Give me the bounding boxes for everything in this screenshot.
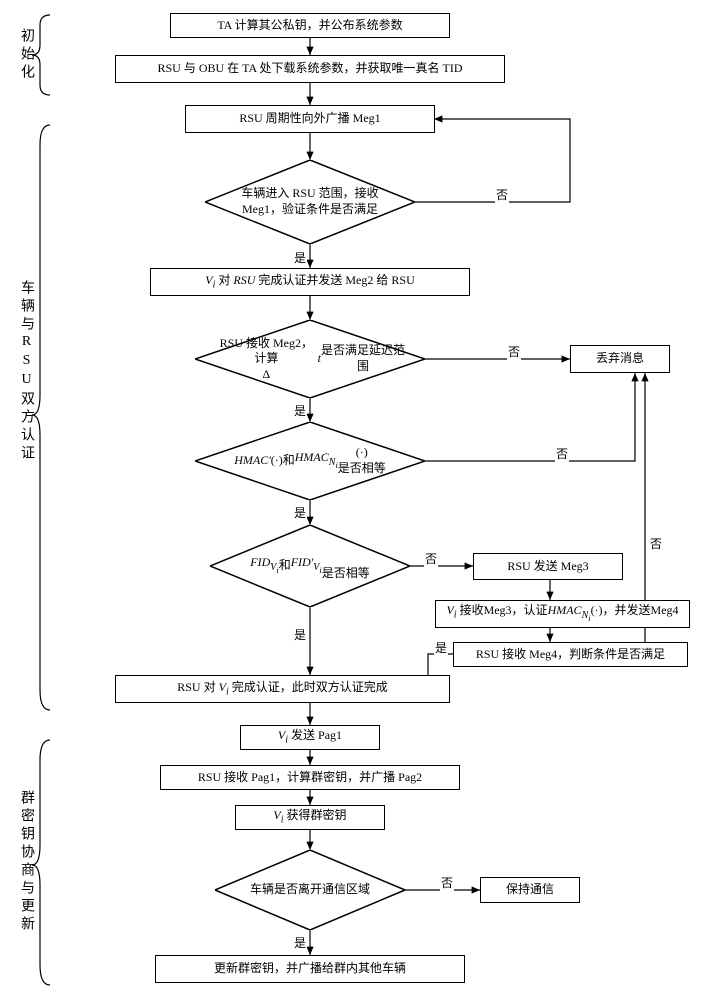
label-no-d3: 否 (555, 445, 569, 462)
box-rsu-meg4: RSU 接收 Meg4，判断条件是否满足 (453, 642, 688, 667)
label-no-d2: 否 (507, 343, 521, 360)
label-no-d1: 否 (495, 186, 509, 203)
box-pag2: RSU 接收 Pag1，计算群密钥，并广播 Pag2 (160, 765, 460, 790)
diamond-hmac-label: HMAC'(·)和HMACNi(·)是否相等 (195, 422, 425, 500)
box-vi-meg3: Vi 接收Meg3，认证HMACNi(·)，并发送Meg4 (435, 600, 690, 628)
label-no-d5: 否 (440, 874, 454, 891)
box-update-key: 更新群密钥，并广播给群内其他车辆 (155, 955, 465, 983)
box-ta-keys: TA 计算其公私钥，并公布系统参数 (170, 13, 450, 38)
label-no-meg4: 否 (649, 535, 663, 552)
box-keep: 保持通信 (480, 877, 580, 903)
diamond-delta-t: RSU 接收 Meg2，计算Δt 是否满足延迟范围 (195, 320, 425, 398)
diamond-enter-rsu: 车辆进入 RSU 范围，接收 Meg1，验证条件是否满足 (205, 160, 415, 244)
label-no-d4: 否 (424, 550, 438, 567)
diamond-fid: FIDVi 和 FID'Vi是否相等 (210, 525, 410, 607)
label-yes-d5: 是 (293, 934, 307, 951)
box-rsu-meg3: RSU 发送 Meg3 (473, 553, 623, 580)
label-yes-d2: 是 (293, 402, 307, 419)
diamond-leave: 车辆是否离开通信区域 (215, 850, 405, 930)
label-yes-meg4: 是 (434, 639, 448, 656)
box-pag1: Vi 发送 Pag1 (240, 725, 380, 750)
diamond-enter-rsu-label: 车辆进入 RSU 范围，接收 Meg1，验证条件是否满足 (205, 160, 415, 244)
box-discard: 丢弃消息 (570, 345, 670, 373)
box-vi-auth-rsu: Vi 对 RSU 完成认证并发送 Meg2 给 RSU (150, 268, 470, 296)
label-yes-d3: 是 (293, 504, 307, 521)
label-yes-d1: 是 (293, 249, 307, 266)
diamond-leave-label: 车辆是否离开通信区域 (215, 850, 405, 930)
diamond-delta-t-label: RSU 接收 Meg2，计算Δt 是否满足延迟范围 (195, 320, 425, 398)
label-yes-d4: 是 (293, 626, 307, 643)
box-auth-done: RSU 对 Vi 完成认证，此时双方认证完成 (115, 675, 450, 703)
diamond-hmac: HMAC'(·)和HMACNi(·)是否相等 (195, 422, 425, 500)
diamond-fid-label: FIDVi 和 FID'Vi是否相等 (210, 525, 410, 607)
box-download-params: RSU 与 OBU 在 TA 处下载系统参数，并获取唯一真名 TID (115, 55, 505, 83)
box-rsu-broadcast: RSU 周期性向外广播 Meg1 (185, 105, 435, 133)
box-gkey: Vi 获得群密钥 (235, 805, 385, 830)
